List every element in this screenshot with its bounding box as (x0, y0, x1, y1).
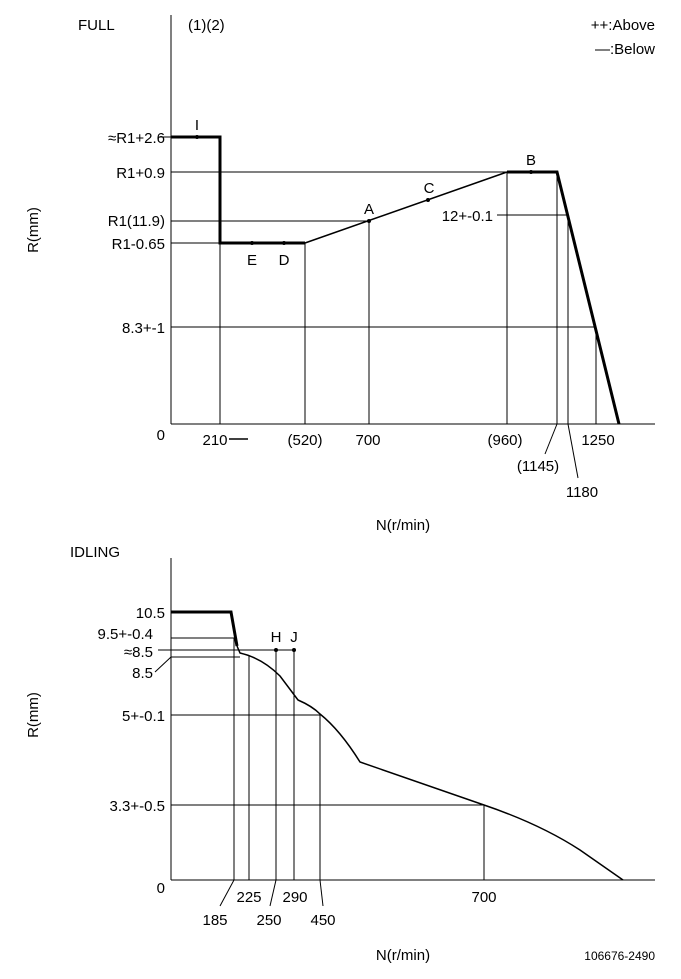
point (274, 648, 278, 652)
point-label: E (247, 252, 257, 269)
x-tick-label: 185 (202, 912, 227, 929)
x-tick-label: (1145) (517, 458, 559, 475)
point-label: D (279, 252, 290, 269)
curve (171, 135, 305, 245)
y-label: R(mm) (25, 207, 42, 253)
note: (1)(2) (188, 17, 225, 34)
curve (304, 171, 508, 244)
x-label: N(r/min) (376, 947, 430, 964)
full-chart: FULL (1)(2) ++:Above —:Below R(mm) N(r/m… (25, 15, 655, 534)
guides (158, 136, 597, 479)
x-tick-label: (520) (287, 432, 322, 449)
y-ticks: ≈R1+2.6 R1+0.9 R1(11.9) R1-0.65 8.3+-1 0 (108, 130, 165, 444)
curve (236, 645, 624, 881)
point-label: A (364, 201, 374, 218)
y-label: R(mm) (25, 692, 42, 738)
curve (507, 170, 621, 425)
point (282, 241, 286, 245)
guides (154, 637, 485, 907)
x-tick-label: 225 (236, 889, 261, 906)
y-tick-label: 0 (157, 880, 165, 897)
points: H J (271, 629, 298, 652)
point-label: H (271, 629, 282, 646)
points: I E D A C B (195, 117, 536, 269)
y-ticks: 10.5 9.5+-0.4 ≈8.5 8.5 5+-0.1 3.3+-0.5 0 (98, 605, 165, 897)
x-tick-label: 1250 (581, 432, 614, 449)
title: FULL (78, 17, 115, 34)
point (195, 135, 199, 139)
point-label: I (195, 117, 199, 134)
y-tick-label: ≈8.5 (124, 644, 153, 661)
footer: 106676-2490 (584, 949, 655, 963)
y-tick-label: 8.5 (132, 665, 153, 682)
y-tick-label: R1+0.9 (116, 165, 165, 182)
y-tick-label: R1-0.65 (112, 236, 165, 253)
legend-entry: —:Below (595, 41, 655, 58)
y-tick-label: 9.5+-0.4 (98, 626, 153, 643)
title: IDLING (70, 544, 120, 561)
curve (171, 610, 239, 647)
y-tick-label: ≈R1+2.6 (108, 130, 165, 147)
annotation: 12+-0.1 (442, 208, 493, 225)
legend-entry: ++:Above (591, 17, 655, 34)
x-ticks: 210 (520) 700 (960) (1145) 1180 1250 (202, 432, 614, 501)
y-tick-label: 8.3+-1 (122, 320, 165, 337)
x-label: N(r/min) (376, 517, 430, 534)
point (292, 648, 296, 652)
point (250, 241, 254, 245)
y-tick-label: 3.3+-0.5 (110, 798, 165, 815)
x-tick-label: 1180 (566, 484, 598, 501)
point (529, 170, 533, 174)
y-tick-label: 5+-0.1 (122, 708, 165, 725)
x-tick-label: 450 (310, 912, 335, 929)
x-ticks: 185 225 250 290 450 700 (202, 889, 496, 929)
x-tick-label: (960) (487, 432, 522, 449)
x-tick-label: 700 (471, 889, 496, 906)
x-tick-label: 250 (256, 912, 281, 929)
y-tick-label: 10.5 (136, 605, 165, 622)
point (367, 219, 371, 223)
y-tick-label: 0 (157, 427, 165, 444)
point (426, 198, 430, 202)
point-label: C (424, 180, 435, 197)
idling-chart: IDLING R(mm) N(r/min) 10.5 9.5 (25, 544, 655, 964)
x-tick-label: 290 (282, 889, 307, 906)
x-tick-label: 700 (355, 432, 380, 449)
x-tick-label: 210 (202, 432, 227, 449)
point-label: B (526, 152, 536, 169)
y-tick-label: R1(11.9) (108, 213, 165, 230)
point-label: J (290, 629, 298, 646)
